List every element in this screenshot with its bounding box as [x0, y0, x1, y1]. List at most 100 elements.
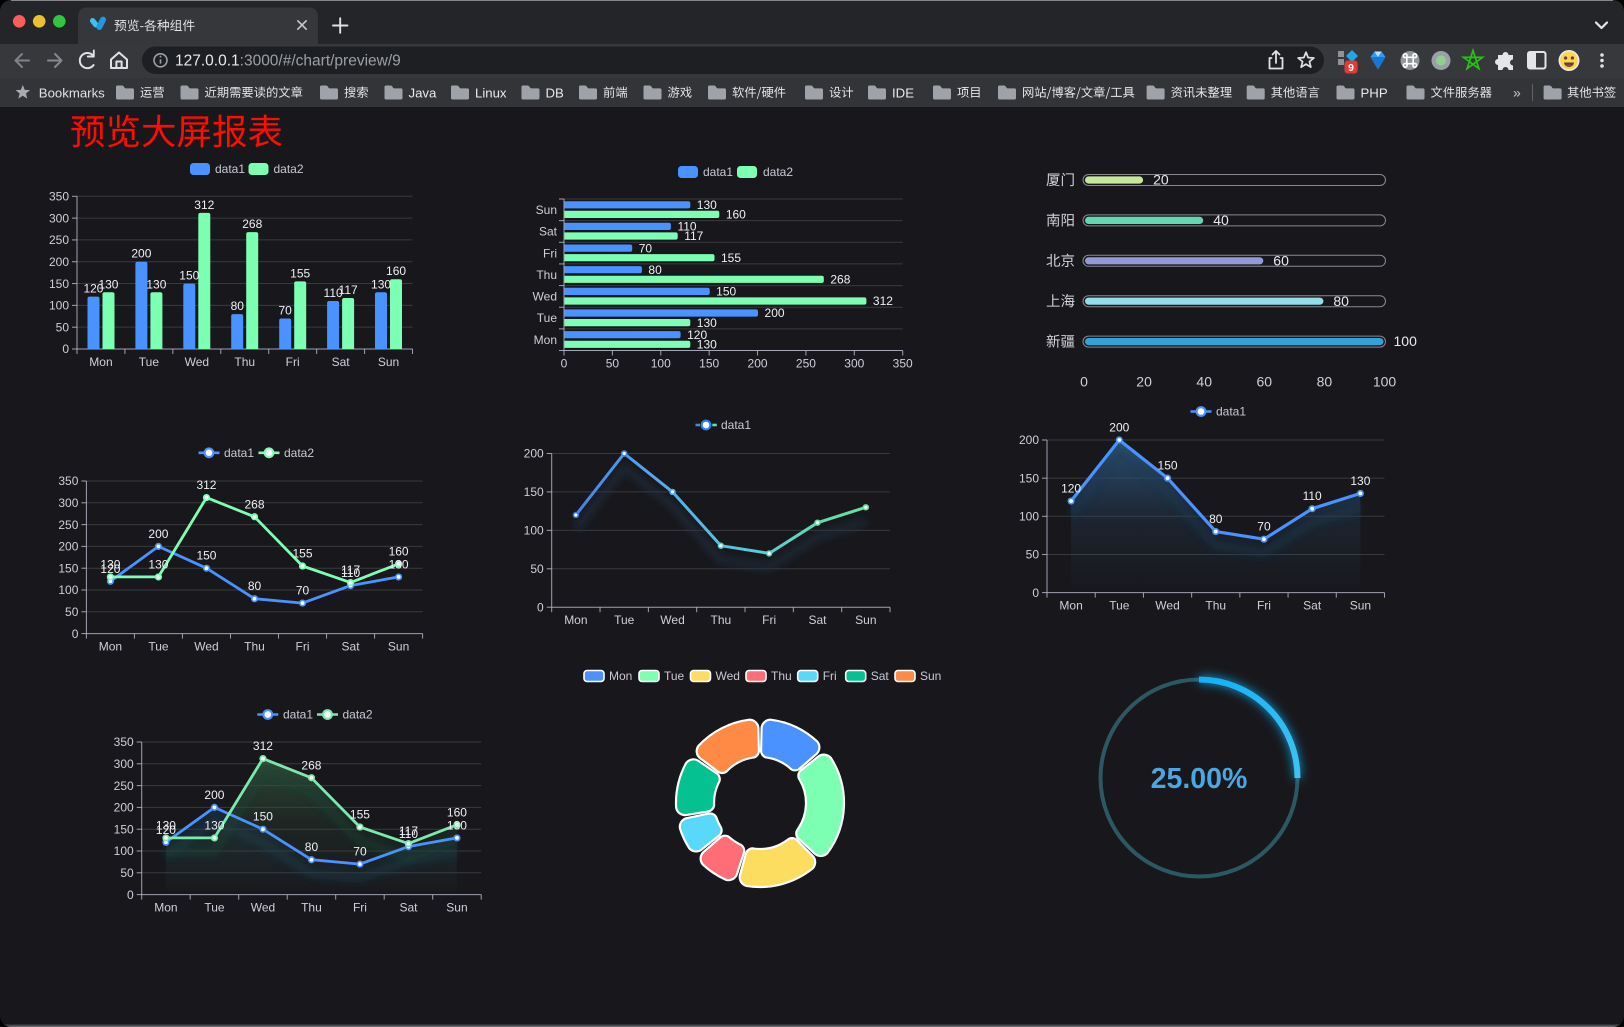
- svg-text::3000/#/chart/preview/9: :3000/#/chart/preview/9: [240, 53, 401, 70]
- svg-text:data2: data2: [763, 165, 793, 179]
- svg-text:250: 250: [796, 357, 816, 371]
- svg-text:IDE: IDE: [892, 85, 914, 100]
- svg-text:data2: data2: [274, 162, 304, 176]
- svg-text:300: 300: [844, 357, 864, 371]
- svg-text:Sat: Sat: [808, 613, 827, 627]
- svg-text:data1: data1: [283, 708, 313, 722]
- svg-text:268: 268: [301, 758, 321, 772]
- svg-text:250: 250: [114, 779, 134, 793]
- svg-text:Wed: Wed: [533, 290, 557, 304]
- svg-text:150: 150: [253, 810, 273, 824]
- svg-text:160: 160: [447, 805, 467, 819]
- svg-text:200: 200: [1019, 433, 1039, 447]
- svg-text:Sat: Sat: [332, 355, 351, 369]
- svg-text:Sun: Sun: [1350, 599, 1371, 613]
- svg-text:Sat: Sat: [539, 225, 558, 239]
- svg-text:Mon: Mon: [154, 901, 177, 915]
- svg-text:130: 130: [1350, 474, 1370, 488]
- svg-text:Tue: Tue: [1109, 599, 1130, 613]
- svg-text:150: 150: [196, 549, 216, 563]
- svg-text:Wed: Wed: [660, 613, 684, 627]
- svg-text:160: 160: [386, 264, 406, 278]
- svg-text:100: 100: [114, 844, 134, 858]
- svg-text:Sun: Sun: [536, 203, 557, 217]
- svg-text:150: 150: [524, 485, 544, 499]
- svg-text:268: 268: [830, 273, 850, 287]
- svg-text:130: 130: [697, 316, 717, 330]
- svg-text:70: 70: [353, 845, 367, 859]
- svg-text:120: 120: [1061, 482, 1081, 496]
- svg-text:80: 80: [248, 579, 262, 593]
- svg-text:Sun: Sun: [855, 613, 876, 627]
- svg-text:Tue: Tue: [614, 613, 635, 627]
- svg-text:Mon: Mon: [609, 669, 632, 683]
- svg-text:130: 130: [389, 557, 409, 571]
- svg-text:100: 100: [1019, 510, 1039, 524]
- svg-text:25.00%: 25.00%: [1151, 763, 1248, 795]
- svg-text:50: 50: [1026, 548, 1040, 562]
- svg-text:150: 150: [699, 357, 719, 371]
- svg-text:20: 20: [1136, 374, 1152, 390]
- svg-text:100: 100: [58, 583, 78, 597]
- svg-text:350: 350: [893, 357, 913, 371]
- svg-text:Mon: Mon: [99, 640, 122, 654]
- svg-text:Fri: Fri: [296, 640, 310, 654]
- svg-text:117: 117: [399, 824, 418, 838]
- svg-text:160: 160: [726, 208, 746, 222]
- svg-text:Wed: Wed: [251, 901, 275, 915]
- svg-text:150: 150: [1158, 459, 1178, 473]
- svg-text:350: 350: [58, 474, 78, 488]
- svg-text:Java: Java: [409, 85, 438, 100]
- svg-text:20: 20: [1153, 172, 1169, 188]
- svg-text:40: 40: [1213, 212, 1229, 228]
- svg-text:Sun: Sun: [378, 355, 399, 369]
- svg-text:data2: data2: [343, 708, 373, 722]
- svg-text:117: 117: [684, 229, 703, 243]
- svg-text:Mon: Mon: [534, 333, 557, 347]
- svg-text:150: 150: [179, 269, 199, 283]
- svg-text:Wed: Wed: [194, 640, 218, 654]
- svg-text:Sun: Sun: [920, 669, 941, 683]
- svg-text:200: 200: [131, 247, 151, 261]
- svg-text:Tue: Tue: [204, 901, 225, 915]
- svg-text:70: 70: [296, 584, 310, 598]
- svg-text:DB: DB: [546, 85, 565, 100]
- svg-text:70: 70: [278, 303, 292, 317]
- svg-text:350: 350: [49, 190, 69, 204]
- svg-text:50: 50: [530, 562, 544, 576]
- svg-text:40: 40: [1196, 374, 1212, 390]
- svg-text:Sun: Sun: [446, 901, 467, 915]
- svg-text:0: 0: [537, 600, 544, 614]
- svg-text:350: 350: [114, 735, 134, 749]
- svg-text:Sat: Sat: [871, 669, 890, 683]
- svg-text:130: 130: [447, 818, 467, 832]
- svg-text:155: 155: [293, 547, 313, 561]
- svg-text:150: 150: [58, 561, 78, 575]
- svg-text:Thu: Thu: [301, 901, 322, 915]
- svg-text:110: 110: [677, 220, 696, 234]
- svg-text:312: 312: [196, 478, 216, 492]
- svg-text:Thu: Thu: [536, 268, 557, 282]
- svg-text:312: 312: [194, 198, 214, 212]
- svg-text:130: 130: [146, 277, 166, 291]
- svg-text:0: 0: [1032, 586, 1039, 600]
- svg-text:130: 130: [98, 277, 118, 291]
- svg-text:200: 200: [148, 527, 168, 541]
- svg-text:Fri: Fri: [823, 669, 837, 683]
- svg-text:200: 200: [58, 540, 78, 554]
- svg-text:Thu: Thu: [1205, 599, 1226, 613]
- svg-text:PHP: PHP: [1361, 85, 1388, 100]
- svg-text:Sat: Sat: [1303, 599, 1322, 613]
- svg-text:130: 130: [148, 557, 168, 571]
- svg-text:80: 80: [648, 263, 662, 277]
- svg-text:160: 160: [389, 544, 409, 558]
- svg-text:Sun: Sun: [388, 640, 409, 654]
- svg-text:300: 300: [114, 757, 134, 771]
- svg-text:200: 200: [748, 357, 768, 371]
- svg-text:100: 100: [651, 357, 671, 371]
- svg-text:data1: data1: [721, 418, 751, 432]
- svg-text:»: »: [1513, 85, 1521, 101]
- svg-text:Bookmarks: Bookmarks: [39, 85, 105, 100]
- svg-text:268: 268: [242, 217, 262, 231]
- svg-text:120: 120: [83, 282, 103, 296]
